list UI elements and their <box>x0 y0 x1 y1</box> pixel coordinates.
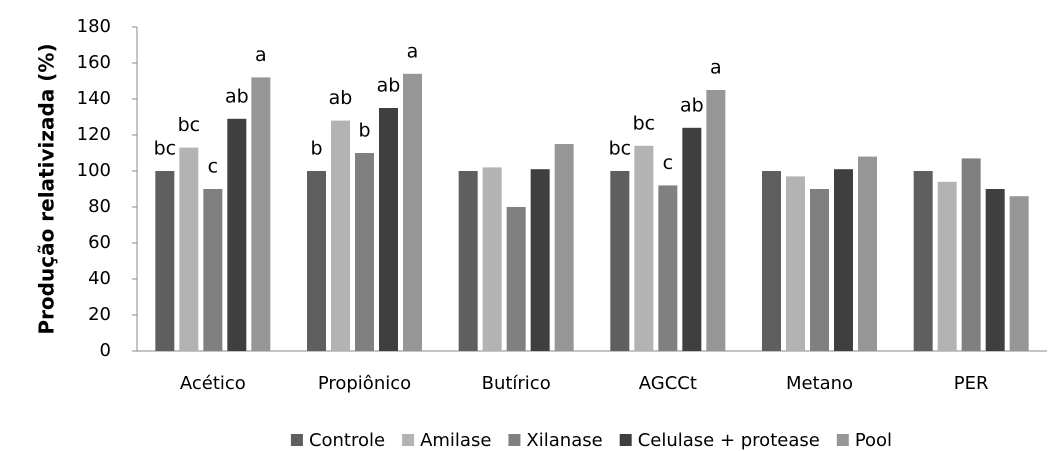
significance-letter: c <box>208 156 218 178</box>
legend-label: Controle <box>309 430 385 451</box>
bar <box>403 73 422 352</box>
legend-label: Celulase + protease <box>638 430 820 451</box>
legend-swatch <box>508 434 521 446</box>
significance-letter: c <box>663 152 673 174</box>
y-tick-label: 40 <box>88 268 111 289</box>
significance-letter: bc <box>154 138 177 160</box>
legend-swatch <box>836 434 849 446</box>
significance-letter: ab <box>680 94 704 116</box>
bar <box>155 171 175 351</box>
significance-letter: a <box>407 40 419 62</box>
y-tick-label: 140 <box>77 88 111 109</box>
significance-letter: a <box>710 57 722 79</box>
significance-letter: a <box>255 44 267 66</box>
significance-letter: bc <box>633 112 656 134</box>
bar <box>554 144 574 351</box>
bar <box>658 185 678 351</box>
y-tick-label: 0 <box>100 340 111 361</box>
bar <box>762 171 781 351</box>
legend-label: Xilanase <box>526 430 602 451</box>
bar <box>179 147 199 351</box>
bar <box>379 108 398 351</box>
bar <box>682 127 702 351</box>
bar <box>634 145 654 351</box>
significance-letter: ab <box>377 75 401 97</box>
bar <box>482 167 502 351</box>
bar <box>858 156 877 351</box>
legend-swatch <box>290 434 303 446</box>
y-tick-label: 60 <box>88 232 111 253</box>
bar <box>834 169 853 351</box>
significance-letter: b <box>310 138 322 160</box>
legend-label: Pool <box>855 430 892 451</box>
bar <box>786 176 805 351</box>
significance-letter: ab <box>329 87 353 109</box>
x-tick-label: Propiônico <box>318 373 411 394</box>
bar <box>530 169 550 351</box>
bar <box>203 189 223 351</box>
y-tick-label: 80 <box>88 196 111 217</box>
bar <box>706 90 726 351</box>
bar <box>227 118 247 351</box>
y-tick-label: 20 <box>88 304 111 325</box>
x-tick-label: AGCCt <box>639 373 697 394</box>
y-tick-label: 100 <box>77 160 111 181</box>
bar <box>810 189 829 351</box>
significance-letter: ab <box>225 85 249 107</box>
y-axis-title: Produção relativizada (%) <box>35 43 59 334</box>
x-tick-label: Acético <box>180 373 246 394</box>
legend-label: Amilase <box>420 430 491 451</box>
legend-swatch <box>619 434 632 446</box>
bar <box>506 207 526 351</box>
bar <box>961 158 981 351</box>
bar <box>937 181 957 351</box>
bar <box>610 171 630 351</box>
bar <box>331 120 350 351</box>
bar <box>458 171 478 351</box>
y-tick-label: 120 <box>77 124 111 145</box>
bar <box>1009 196 1029 351</box>
x-tick-label: PER <box>954 373 989 394</box>
significance-letter: bc <box>178 114 201 136</box>
x-tick-label: Metano <box>786 373 853 394</box>
x-tick-label: Butírico <box>482 373 551 394</box>
bar <box>985 189 1005 351</box>
legend-swatch <box>402 434 415 446</box>
significance-letter: b <box>358 120 370 142</box>
bar <box>307 171 326 351</box>
significance-letter: bc <box>609 138 632 160</box>
bar <box>355 153 374 351</box>
bar <box>913 171 933 351</box>
y-tick-label: 180 <box>77 16 111 37</box>
bar <box>251 77 271 352</box>
y-tick-label: 160 <box>77 52 111 73</box>
